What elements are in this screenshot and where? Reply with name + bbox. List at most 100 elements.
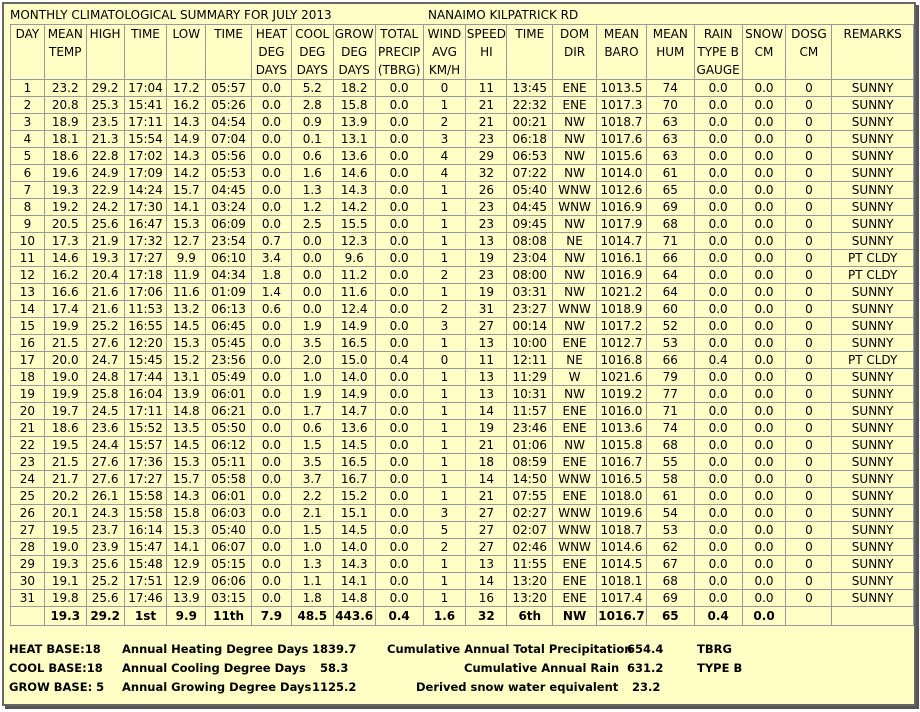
cell: 0.0 [693, 334, 743, 352]
cell: 15.7 [166, 181, 207, 199]
cell: 14 [465, 470, 508, 488]
cell: 24.7 [85, 351, 125, 369]
station-name: NANAIMO KILPATRICK RD [428, 8, 579, 22]
cell: 0.0 [251, 215, 292, 233]
cell: 17:18 [123, 266, 168, 284]
cell: 1 [422, 249, 467, 267]
data-row: 7 19.3 22.9 14:24 15.7 04:45 0.0 1.3 14.3 0.0 1 26 0… [10, 181, 914, 199]
cell: 17 [10, 351, 45, 369]
cell: 1017.6 [595, 130, 647, 148]
cell: 0.0 [693, 198, 743, 216]
cell: 70 [645, 96, 695, 114]
cell: 21 [465, 113, 508, 131]
header-line: GROW [334, 27, 374, 41]
cell: 1017.2 [595, 317, 647, 335]
cell: 2 [422, 266, 467, 284]
cell: 29 [465, 147, 508, 165]
cell: 0.0 [374, 130, 424, 148]
cell: 0.0 [741, 113, 787, 131]
cell: 12.9 [166, 555, 207, 573]
cell: 21.9 [85, 232, 125, 250]
cell: 14.5 [166, 317, 207, 335]
cell: 0.0 [251, 198, 292, 216]
cell: 0.0 [251, 555, 292, 573]
rain-value: 631.2 [627, 661, 664, 675]
cell: 1 [422, 555, 467, 573]
cell: 0 [422, 79, 467, 97]
cell: 6 [10, 164, 45, 182]
cell: SUNNY [831, 419, 914, 437]
cell: 03:15 [205, 589, 252, 607]
cell: 0.0 [374, 419, 424, 437]
cell: 0.0 [251, 504, 292, 522]
cell: 64 [645, 266, 695, 284]
cell: 26 [10, 504, 45, 522]
cell: 14.6 [43, 249, 87, 267]
column-header: REMARKS [831, 24, 914, 80]
cell: 13 [465, 385, 508, 403]
cell: 1 [422, 419, 467, 437]
cell: 67 [645, 555, 695, 573]
cell: 25.3 [85, 96, 125, 114]
cell: 0.0 [693, 572, 743, 590]
cell: 17:46 [123, 589, 168, 607]
header-line: HIGH [89, 27, 121, 41]
header-line: HI [480, 45, 493, 59]
cell: 0.0 [693, 232, 743, 250]
cell: 0.0 [374, 538, 424, 556]
cell: SUNNY [831, 368, 914, 386]
cell: 0 [785, 538, 833, 556]
header-line: DEG [341, 45, 368, 59]
cell: 23:56 [205, 351, 252, 369]
cell: 15:52 [123, 419, 168, 437]
cell: 0.0 [693, 96, 743, 114]
cell: 0.0 [374, 113, 424, 131]
cell: 27 [465, 538, 508, 556]
cell: 0 [785, 147, 833, 165]
cell: 11:29 [506, 368, 554, 386]
header-line: DAY [15, 27, 40, 41]
cell: 0 [422, 351, 467, 369]
cell: 04:45 [506, 198, 554, 216]
cell: 0.0 [741, 385, 787, 403]
precip-unit: TBRG [697, 642, 732, 656]
cell: 32 [465, 164, 508, 182]
data-row: 6 19.6 24.9 17:09 14.2 05:53 0.0 1.6 14.6 0.0 4 32 0… [10, 164, 914, 182]
cell: 14.3 [166, 487, 207, 505]
header-line: DAYS [255, 63, 288, 77]
column-header: SNOW CM [741, 24, 787, 80]
data-row: 20 19.7 24.5 17:11 14.8 06:21 0.0 1.7 14.7 0.0 1 14… [10, 402, 914, 420]
cell: 1 [422, 181, 467, 199]
cell: 06:45 [205, 317, 252, 335]
cell: 13.6 [332, 147, 376, 165]
cell: 1017.9 [595, 215, 647, 233]
cell: 0.0 [251, 572, 292, 590]
cell: 00:21 [506, 113, 554, 131]
cell: SUNNY [831, 317, 914, 335]
header-line: KM/H [428, 63, 461, 77]
data-row: 10 17.3 21.9 17:32 12.7 23:54 0.7 0.0 12.3 0.0 1 13… [10, 232, 914, 250]
header-row: DAY MEAN TEMP HIGH TIME LOW TIME HEAT DEG DAYS COO… [10, 24, 914, 80]
cell: 3.5 [290, 334, 334, 352]
summary-cell: 32 [465, 606, 508, 626]
cell: 25.6 [85, 215, 125, 233]
data-row: 27 19.5 23.7 16:14 15.3 05:40 0.0 1.5 14.5 0.0 5 27… [10, 521, 914, 539]
summary-row: 19.3 29.2 1st 9.9 11th 7.9 48.5 443.6 0.4 1.6 32 6t… [10, 606, 914, 626]
cell: 0.0 [251, 436, 292, 454]
cell: 27 [465, 317, 508, 335]
cell: 71 [645, 402, 695, 420]
cell: 0.0 [374, 334, 424, 352]
column-header: MEAN BARO [595, 24, 647, 80]
cell: 0.0 [741, 453, 787, 471]
cell: 5 [422, 521, 467, 539]
cell: 0.4 [693, 351, 743, 369]
cell: 0.0 [374, 283, 424, 301]
cell: SUNNY [831, 113, 914, 131]
cell: 0.0 [251, 181, 292, 199]
summary-cell: 65 [645, 606, 695, 626]
cell: 16:55 [123, 317, 168, 335]
cell: WNW [552, 300, 597, 318]
cell: 0.0 [741, 215, 787, 233]
cell: 11:53 [123, 300, 168, 318]
cell: 1 [422, 385, 467, 403]
